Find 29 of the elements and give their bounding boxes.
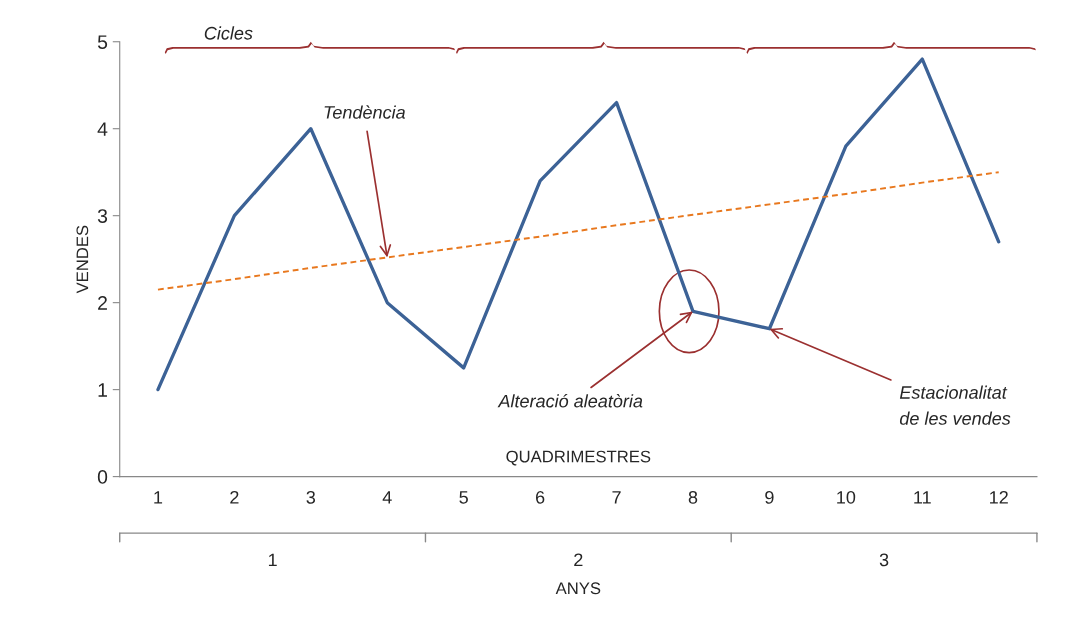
x-tick-label: 2 xyxy=(230,490,239,504)
text: ANYS xyxy=(555,582,601,595)
x-tick-label: 9 xyxy=(765,490,774,504)
annotation: Tendència xyxy=(324,105,406,119)
text: 1 xyxy=(268,553,277,567)
y-tick-label: 1 xyxy=(98,383,107,397)
x-tick-label: 12 xyxy=(990,490,1008,504)
x-tick-label: 4 xyxy=(382,491,392,504)
y-tick-label: 5 xyxy=(97,35,108,49)
x-tick-label: 1 xyxy=(154,491,163,504)
x-tick-label: 7 xyxy=(612,491,621,504)
x-tick-label: 11 xyxy=(914,491,931,504)
x-tick-label: 3 xyxy=(306,490,316,504)
x-tick-label: 10 xyxy=(837,490,856,504)
y-axis-title: VENDES xyxy=(76,225,89,294)
y-tick-label: 2 xyxy=(98,296,107,310)
x-tick-label: 5 xyxy=(459,491,468,504)
x-tick-label: 6 xyxy=(536,490,545,504)
text: 2 xyxy=(574,553,583,567)
x-axis-title: QUADRIMESTRES xyxy=(506,450,651,466)
text: 3 xyxy=(879,553,889,567)
y-tick-label: 3 xyxy=(97,209,108,223)
text: Cicles xyxy=(204,26,253,40)
line-series xyxy=(156,171,1000,291)
annotation: Estacionalitat de les vendes xyxy=(899,385,1011,425)
x-tick-label: 8 xyxy=(688,490,698,504)
y-tick-label: 4 xyxy=(97,122,108,136)
y-tick-label: 0 xyxy=(97,470,108,484)
annotation: Alteració aleatòria xyxy=(497,394,643,408)
